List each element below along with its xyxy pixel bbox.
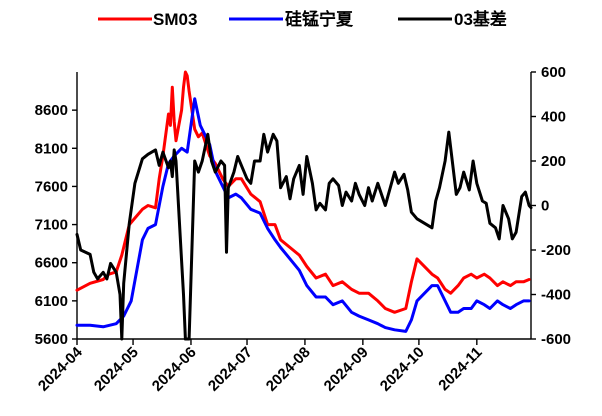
x-axis-ticks: 2024-04 2024-05 2024-06 2024-07 2024-08 2024-… xyxy=(35,339,486,395)
series-line-sm03 xyxy=(75,70,531,314)
right-y-tick-label: 200 xyxy=(541,153,566,170)
legend-label-basis-03: 03基差 xyxy=(454,9,507,29)
right-y-tick-label: 0 xyxy=(541,198,549,215)
left-y-tick-label: 5600 xyxy=(35,331,68,348)
x-tick-label: 2024-04 xyxy=(35,343,86,394)
left-y-axis-ticks: 5600 6100 6600 7100 7600 8100 8600 xyxy=(35,102,77,348)
right-y-tick-label: 600 xyxy=(541,64,566,81)
x-tick-label: 2024-07 xyxy=(205,344,256,395)
legend-item-basis-03[interactable]: 03基差 xyxy=(398,9,507,29)
left-y-tick-label: 6600 xyxy=(35,255,68,272)
legend-label-silicomanganese-ningxia: 硅锰宁夏 xyxy=(285,9,354,29)
x-tick-label: 2024-05 xyxy=(91,344,142,395)
left-y-tick-label: 7100 xyxy=(35,217,68,234)
right-y-axis-ticks: -600 -400 -200 0 200 400 600 xyxy=(531,64,571,348)
legend: SM03 硅锰宁夏 03基差 xyxy=(98,9,507,29)
x-tick-label: 2024-08 xyxy=(263,344,314,395)
series-line-basis-03 xyxy=(75,130,533,341)
right-y-tick-label: 400 xyxy=(541,109,566,126)
x-tick-label: 2024-10 xyxy=(377,344,428,395)
legend-label-sm03: SM03 xyxy=(153,10,197,29)
right-y-tick-label: -200 xyxy=(541,242,571,259)
left-y-tick-label: 8100 xyxy=(35,140,68,157)
x-tick-label: 2024-06 xyxy=(149,344,200,395)
legend-item-sm03[interactable]: SM03 xyxy=(98,10,197,29)
right-y-tick-label: -400 xyxy=(541,287,571,304)
x-tick-label: 2024-09 xyxy=(321,344,372,395)
plot-area xyxy=(75,70,533,341)
series-line-silicomanganese-ningxia xyxy=(75,97,531,333)
left-y-tick-label: 7600 xyxy=(35,178,68,195)
x-tick-label: 2024-11 xyxy=(435,344,485,394)
right-y-tick-label: -600 xyxy=(541,331,571,348)
legend-item-silicomanganese-ningxia[interactable]: 硅锰宁夏 xyxy=(229,9,354,29)
left-y-tick-label: 8600 xyxy=(35,102,68,119)
left-y-tick-label: 6100 xyxy=(35,293,68,310)
